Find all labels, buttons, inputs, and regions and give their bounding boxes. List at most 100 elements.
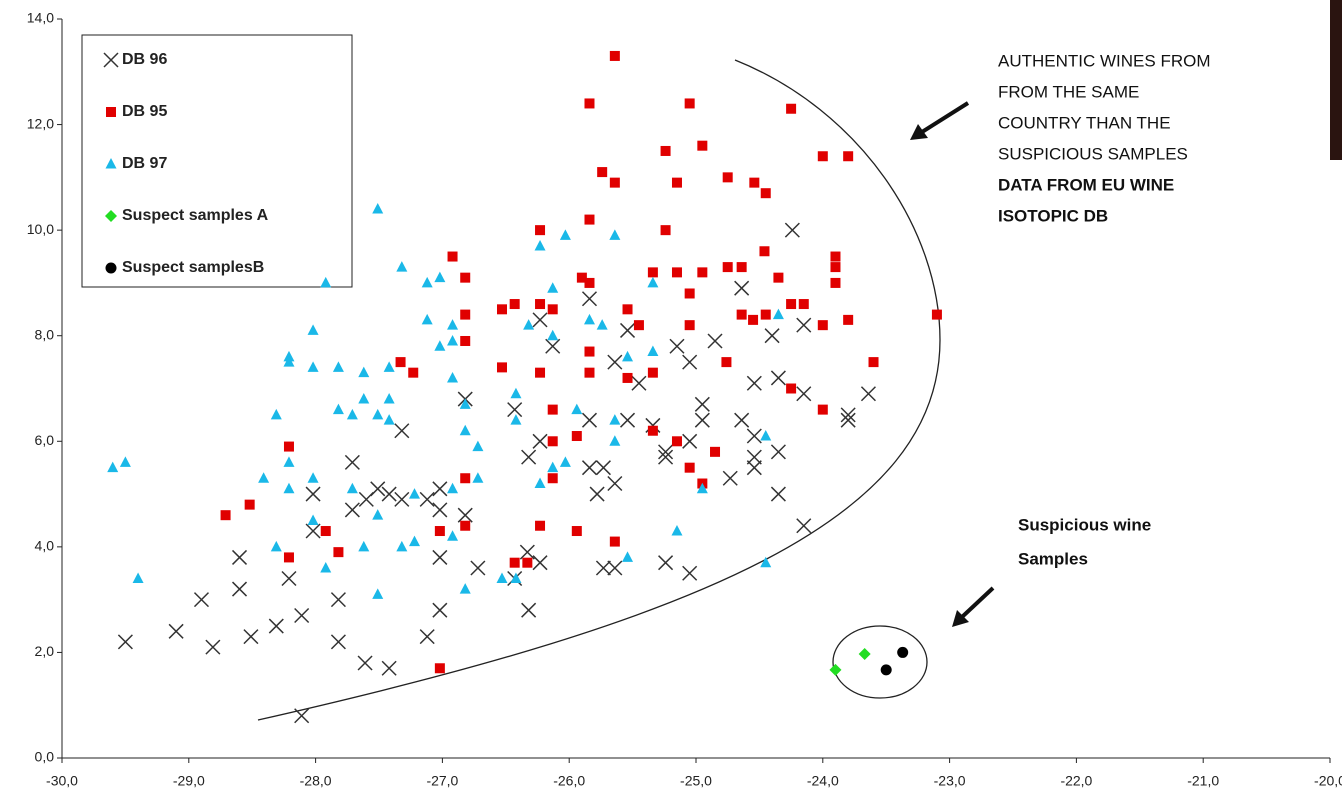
point xyxy=(843,151,853,161)
point xyxy=(723,262,733,272)
point xyxy=(818,320,828,330)
point xyxy=(347,483,358,494)
y-tick-label: 14,0 xyxy=(27,10,54,26)
point xyxy=(648,368,658,378)
point xyxy=(771,445,785,459)
point xyxy=(735,281,749,295)
point xyxy=(785,223,799,237)
point xyxy=(723,172,733,182)
point xyxy=(118,635,132,649)
point xyxy=(510,299,520,309)
point xyxy=(697,267,707,277)
point xyxy=(634,320,644,330)
point xyxy=(659,556,673,570)
point xyxy=(623,304,633,314)
point xyxy=(786,104,796,114)
point xyxy=(308,361,319,372)
point xyxy=(881,664,892,675)
point xyxy=(582,461,596,475)
page: 0,02,04,06,08,010,012,014,0-30,0-29,0-28… xyxy=(0,0,1342,796)
point xyxy=(621,323,635,337)
point xyxy=(735,413,749,427)
point xyxy=(372,203,383,214)
point xyxy=(233,582,247,596)
x-tick-label: -20,0 xyxy=(1314,773,1342,789)
point xyxy=(621,413,635,427)
point xyxy=(685,288,695,298)
annotation-suspicious: Samples xyxy=(1018,549,1088,568)
y-tick-label: 4,0 xyxy=(35,538,55,554)
point xyxy=(308,514,319,525)
point xyxy=(460,521,470,531)
point xyxy=(409,488,420,499)
point xyxy=(648,426,658,436)
y-tick-label: 12,0 xyxy=(27,115,54,131)
point xyxy=(683,566,697,580)
point xyxy=(522,603,536,617)
point xyxy=(747,461,761,475)
point xyxy=(761,188,771,198)
point xyxy=(497,304,507,314)
point xyxy=(447,530,458,541)
point xyxy=(685,463,695,473)
point xyxy=(859,648,871,660)
annotation: AUTHENTIC WINES FROM xyxy=(998,51,1211,70)
point xyxy=(396,541,407,552)
point xyxy=(572,431,582,441)
legend-label: Suspect samplesB xyxy=(122,259,264,276)
point xyxy=(396,261,407,272)
point xyxy=(358,393,369,404)
point xyxy=(535,368,545,378)
point xyxy=(282,572,296,586)
point xyxy=(107,462,118,473)
point xyxy=(269,619,283,633)
point xyxy=(661,225,671,235)
point xyxy=(723,471,737,485)
point xyxy=(632,376,646,390)
point xyxy=(347,409,358,420)
legend-label: DB 95 xyxy=(122,103,167,120)
point xyxy=(721,357,731,367)
x-tick-label: -26,0 xyxy=(553,773,585,789)
point xyxy=(897,647,908,658)
point xyxy=(359,492,373,506)
point xyxy=(384,393,395,404)
point xyxy=(535,299,545,309)
point xyxy=(708,334,722,348)
annotation-bold: DATA FROM EU WINE xyxy=(998,175,1174,194)
point xyxy=(271,409,282,420)
point xyxy=(771,487,785,501)
point xyxy=(471,561,485,575)
annotation-bold: ISOTOPIC DB xyxy=(998,206,1108,225)
point xyxy=(622,351,633,362)
point xyxy=(258,472,269,483)
x-tick-label: -23,0 xyxy=(934,773,966,789)
point xyxy=(133,573,144,584)
point xyxy=(596,461,610,475)
point xyxy=(458,508,472,522)
point xyxy=(773,273,783,283)
point xyxy=(510,558,520,568)
point xyxy=(596,561,610,575)
point xyxy=(420,630,434,644)
point xyxy=(773,309,784,320)
point xyxy=(533,313,547,327)
point xyxy=(786,299,796,309)
point xyxy=(535,240,546,251)
x-tick-label: -29,0 xyxy=(173,773,205,789)
point xyxy=(497,362,507,372)
point xyxy=(358,541,369,552)
point xyxy=(408,368,418,378)
point xyxy=(608,477,622,491)
point xyxy=(522,558,532,568)
point xyxy=(284,442,294,452)
point xyxy=(233,550,247,564)
point xyxy=(571,404,582,415)
point xyxy=(797,519,811,533)
legend-label: Suspect samples A xyxy=(122,207,269,224)
point xyxy=(331,593,345,607)
point xyxy=(433,603,447,617)
point xyxy=(409,536,420,547)
point xyxy=(169,624,183,638)
y-tick-label: 6,0 xyxy=(35,432,55,448)
